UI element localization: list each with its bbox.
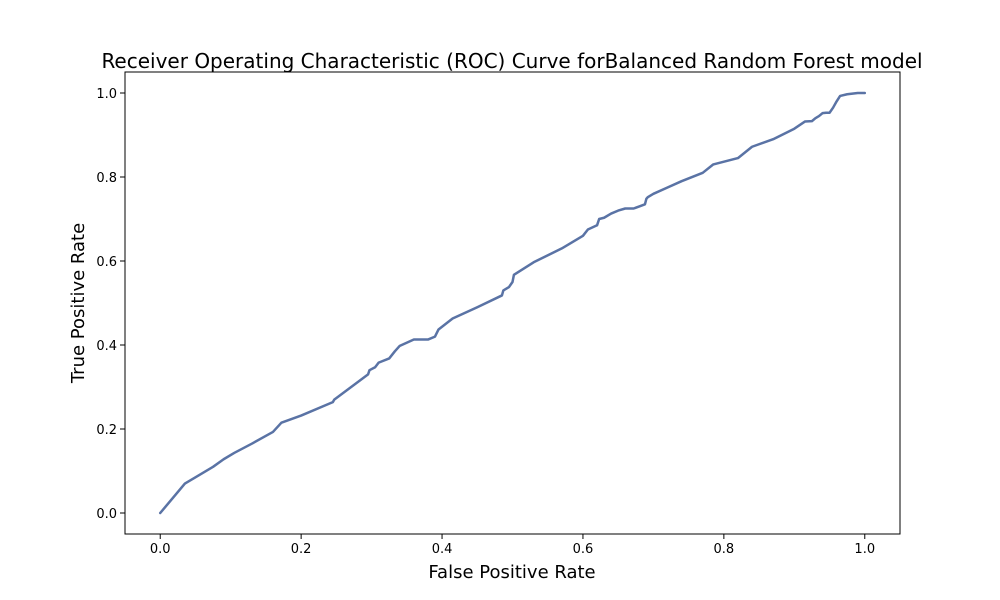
y-tick-label: 1.0 — [96, 87, 117, 102]
y-axis-ticks: 0.0 0.2 0.4 0.6 0.8 1.0 — [96, 87, 125, 522]
x-axis-label: False Positive Rate — [428, 562, 595, 583]
x-tick-label: 1.0 — [854, 542, 875, 557]
x-axis-ticks: 0.0 0.2 0.4 0.6 0.8 1.0 — [150, 534, 875, 557]
x-tick-label: 0.4 — [432, 542, 453, 557]
y-tick-label: 0.0 — [96, 507, 117, 522]
chart-title: Receiver Operating Characteristic (ROC) … — [101, 49, 922, 73]
y-tick-label: 0.2 — [96, 423, 117, 438]
y-tick-label: 0.4 — [96, 339, 117, 354]
y-tick-label: 0.6 — [96, 255, 117, 270]
y-tick-label: 0.8 — [96, 171, 117, 186]
x-tick-label: 0.2 — [291, 542, 312, 557]
y-axis-label: True Positive Rate — [68, 223, 89, 384]
x-tick-label: 0.0 — [150, 542, 171, 557]
roc-curve-line — [158, 91, 867, 515]
plot-frame — [124, 71, 901, 535]
x-tick-label: 0.6 — [573, 542, 594, 557]
x-tick-label: 0.8 — [714, 542, 735, 557]
